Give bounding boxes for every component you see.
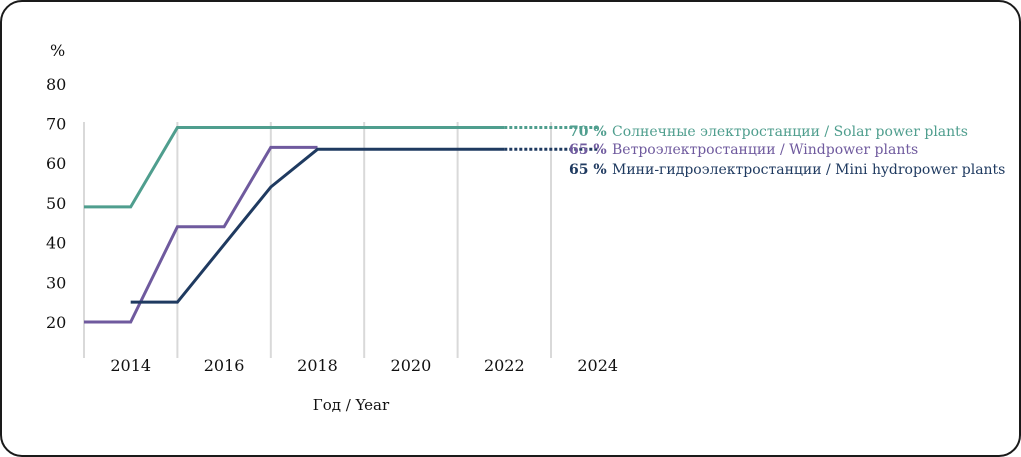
y-tick-label: 20 xyxy=(46,313,66,332)
legend-value: 65 % xyxy=(569,162,607,178)
legend-item: 65 % Ветроэлектростанции / Windpower plan… xyxy=(569,142,918,158)
y-tick-label: 60 xyxy=(46,154,66,173)
legend-label: Солнечные электростанции / Solar power p… xyxy=(612,124,968,140)
x-tick-label: 2018 xyxy=(297,356,338,375)
y-tick-label: 70 xyxy=(46,115,66,134)
legend-item: 70 % Солнечные электростанции / Solar pow… xyxy=(569,124,968,140)
y-tick-label: 80 xyxy=(46,75,66,94)
x-tick-label: 2024 xyxy=(577,356,618,375)
legend-label: Мини-гидроэлектростанции / Mini hydropow… xyxy=(612,162,1005,178)
y-tick-label: 30 xyxy=(46,273,66,292)
legend-value: 65 % xyxy=(569,142,607,158)
legend-item: 65 % Мини-гидроэлектростанции / Mini hydr… xyxy=(569,162,1005,178)
series-line-2 xyxy=(130,147,505,304)
x-tick-label: 2014 xyxy=(110,356,151,375)
y-tick-label: 50 xyxy=(46,194,66,213)
series-lines xyxy=(84,125,598,324)
x-tick-label: 2022 xyxy=(484,356,525,375)
y-tick-label: 40 xyxy=(46,234,66,253)
series-line-0 xyxy=(84,125,505,209)
legend-value: 70 % xyxy=(569,124,607,140)
legend: 70 % Солнечные электростанции / Solar pow… xyxy=(569,124,1005,178)
x-axis-title: Год / Year xyxy=(313,396,390,414)
y-axis-ticks: 20 30 40 50 60 70 80 xyxy=(46,75,66,332)
grid-lines xyxy=(83,122,552,358)
series-line-1 xyxy=(84,145,318,324)
x-tick-label: 2016 xyxy=(204,356,245,375)
x-tick-label: 2020 xyxy=(391,356,432,375)
y-axis-unit-label: % xyxy=(50,41,65,60)
x-axis-ticks: 2014 2016 2018 2020 2022 2024 xyxy=(110,356,618,375)
legend-label: Ветроэлектростанции / Windpower plants xyxy=(612,142,918,158)
